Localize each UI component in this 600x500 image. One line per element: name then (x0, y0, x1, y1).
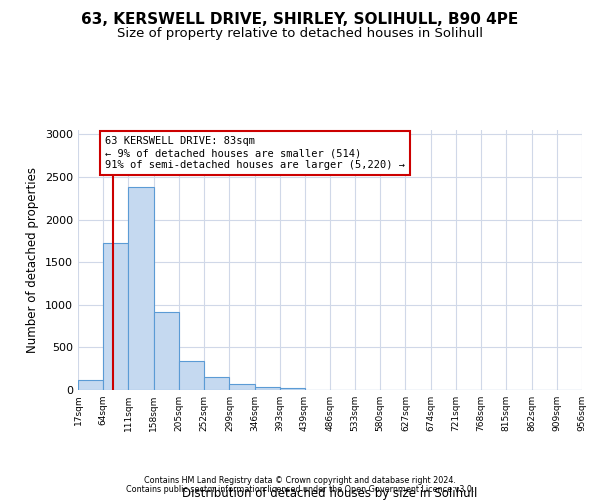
Text: 63 KERSWELL DRIVE: 83sqm
← 9% of detached houses are smaller (514)
91% of semi-d: 63 KERSWELL DRIVE: 83sqm ← 9% of detache… (105, 136, 405, 170)
Bar (154, 312, 179, 390)
Bar (103, 244, 128, 390)
Bar (204, 377, 229, 390)
Bar (229, 384, 254, 390)
Bar (78, 380, 103, 390)
Text: 63, KERSWELL DRIVE, SHIRLEY, SOLIHULL, B90 4PE: 63, KERSWELL DRIVE, SHIRLEY, SOLIHULL, B… (82, 12, 518, 28)
Bar (254, 388, 280, 390)
Text: Contains HM Land Registry data © Crown copyright and database right 2024.: Contains HM Land Registry data © Crown c… (144, 476, 456, 485)
Bar (128, 187, 154, 390)
Bar (280, 388, 305, 390)
Bar (179, 361, 204, 390)
X-axis label: Distribution of detached houses by size in Solihull: Distribution of detached houses by size … (182, 487, 478, 500)
Text: Contains public sector information licensed under the Open Government Licence v3: Contains public sector information licen… (126, 485, 474, 494)
Y-axis label: Number of detached properties: Number of detached properties (26, 167, 40, 353)
Text: Size of property relative to detached houses in Solihull: Size of property relative to detached ho… (117, 28, 483, 40)
